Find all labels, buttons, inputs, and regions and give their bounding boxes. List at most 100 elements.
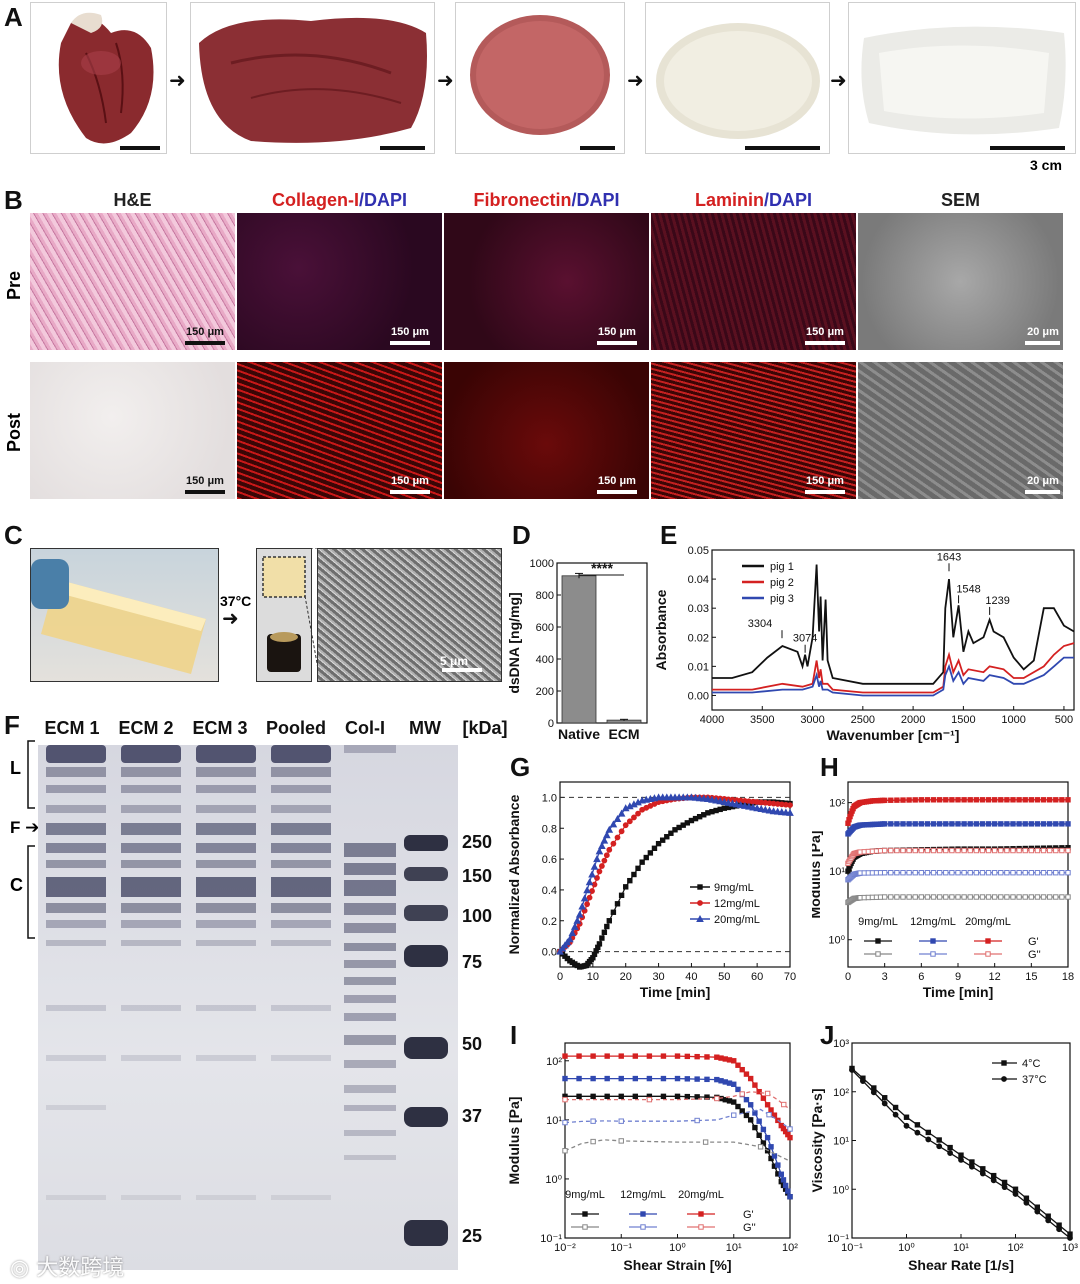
series-marker [660,1053,667,1059]
series-marker [1046,797,1053,803]
series-marker [639,859,645,865]
series-marker [613,814,622,822]
panel-label-b: B [4,185,23,215]
series-marker [646,1096,653,1103]
y-tick-label: 10¹ [546,1115,562,1127]
series-marker [694,1094,700,1100]
y-axis-label: Absorbance [653,589,669,670]
series-marker [787,1194,793,1200]
micrograph-collagen-post [237,362,442,499]
mw-marker-label: 100 [462,906,493,926]
band-label-f: F ➔ [10,818,40,837]
series-marker [1010,894,1016,900]
series-marker [735,1062,741,1068]
series-marker [590,1075,596,1082]
series-marker [618,1093,624,1100]
series-marker [1022,894,1028,900]
series-marker [985,894,992,900]
series-marker [566,935,574,943]
scale-bar [380,146,425,150]
legend-header: 9mg/mL [565,1189,605,1201]
legend-marker [640,1211,646,1217]
series-marker [704,1076,710,1083]
series-marker [1056,1226,1063,1233]
series-marker [740,801,749,809]
series-marker [961,870,967,876]
scale-bar [390,341,430,345]
x-tick-label: 10³ [1062,1242,1078,1254]
series-marker [1040,821,1047,827]
series-marker [1046,870,1053,876]
legend-marker [696,914,704,922]
series-marker [771,1153,778,1159]
series-marker [969,1159,975,1165]
series-marker [979,1170,986,1177]
series-marker [674,1053,681,1059]
scale-bar-label: 5 μm [440,654,469,668]
series-marker [632,1053,639,1059]
x-tick-label: 30 [652,971,664,983]
series-marker [735,1103,741,1110]
series-marker [991,870,998,876]
plot-frame [711,549,1075,711]
column-header-fibronectin: Fibronectin/DAPI [473,190,620,210]
series-marker [712,796,720,804]
arrow-icon: ➜ [222,608,239,630]
x-tick-label: 1500 [951,714,975,726]
sem-fiber-image [317,548,502,682]
series-marker [1053,894,1059,900]
lane-label: Col-I [345,718,385,738]
legend-header: 20mg/mL [965,916,1011,928]
series-marker [998,847,1004,854]
series-marker [870,1089,877,1096]
x-tick-label: 9 [955,971,961,983]
series-marker [998,797,1004,803]
y-tick-label: 0.05 [688,545,709,557]
series-marker [735,1086,741,1093]
series-marker [894,821,900,827]
series-marker [918,870,925,876]
series-marker [991,821,998,827]
series-marker [646,1053,653,1059]
series-marker [947,1144,953,1151]
series-marker [756,1118,762,1124]
series-marker [747,1102,754,1108]
scale-bar [390,490,430,494]
series-marker [930,797,937,803]
series-marker [955,847,961,854]
series-marker [1016,847,1022,854]
series-marker [906,821,912,827]
scale-bar [1025,341,1060,345]
legend-header: 9mg/mL [858,916,898,928]
plot-frame [556,562,648,724]
series-marker [1004,821,1010,827]
series-marker [704,1054,710,1060]
series-marker [930,847,937,854]
scale-bar [990,146,1065,150]
series-marker [761,805,770,813]
series-marker [768,1144,774,1150]
series-marker [728,799,737,807]
series-marker [704,794,712,802]
series-marker [604,1093,610,1100]
series-marker [949,821,955,827]
sds-page-gel [38,745,458,1270]
series-marker [586,894,593,901]
tissue-slab-photo [190,2,435,154]
series-marker [606,918,612,924]
series-marker [912,894,918,900]
scale-bar-label: 150 μm [806,475,844,487]
x-tick-label: 10⁻¹ [610,1242,632,1254]
series-marker [1010,870,1016,876]
series-marker [760,1126,767,1133]
series-marker [936,894,943,900]
series-line [559,796,791,952]
series-marker [618,1075,624,1082]
series-marker [753,804,761,812]
series-marker [684,1053,691,1060]
series-marker [967,894,973,900]
process-arrow-icon: ➜ [437,70,454,92]
micrograph-sem-pre [858,213,1063,350]
series-marker [787,1126,793,1132]
series-marker [598,841,606,849]
